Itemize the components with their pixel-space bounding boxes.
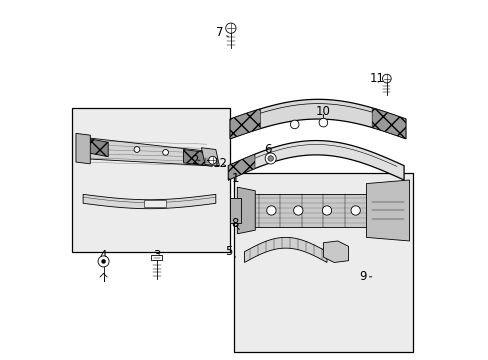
Bar xyxy=(151,255,162,260)
Polygon shape xyxy=(228,154,254,180)
Circle shape xyxy=(382,74,390,83)
Polygon shape xyxy=(80,137,208,166)
Circle shape xyxy=(350,206,360,215)
Polygon shape xyxy=(366,180,408,241)
Polygon shape xyxy=(76,134,90,164)
Circle shape xyxy=(266,206,276,215)
Text: 3: 3 xyxy=(153,249,160,262)
Polygon shape xyxy=(230,109,260,139)
Text: 2: 2 xyxy=(191,154,200,167)
Polygon shape xyxy=(230,99,405,139)
Polygon shape xyxy=(371,108,405,139)
Circle shape xyxy=(163,149,168,155)
Text: 6: 6 xyxy=(264,143,271,156)
Circle shape xyxy=(102,260,105,264)
Text: 4: 4 xyxy=(100,249,107,262)
Text: 1: 1 xyxy=(228,172,239,185)
Text: 5: 5 xyxy=(224,245,235,258)
Polygon shape xyxy=(237,187,255,234)
Bar xyxy=(72,108,230,252)
Circle shape xyxy=(322,206,331,215)
Text: 11: 11 xyxy=(369,72,384,85)
Polygon shape xyxy=(228,140,403,180)
Polygon shape xyxy=(201,148,219,166)
Circle shape xyxy=(264,153,276,164)
Circle shape xyxy=(290,120,298,129)
Circle shape xyxy=(319,118,327,127)
Bar xyxy=(233,173,412,352)
Polygon shape xyxy=(144,200,165,207)
Text: 7: 7 xyxy=(216,27,228,40)
Polygon shape xyxy=(244,237,326,262)
Circle shape xyxy=(225,23,236,33)
Text: 9: 9 xyxy=(358,270,371,283)
Circle shape xyxy=(134,147,140,152)
Circle shape xyxy=(293,206,303,215)
Polygon shape xyxy=(183,149,212,166)
Text: 8: 8 xyxy=(230,216,239,230)
Polygon shape xyxy=(80,137,108,157)
Circle shape xyxy=(98,256,109,267)
Bar xyxy=(241,194,402,226)
Text: 12: 12 xyxy=(213,157,227,170)
Polygon shape xyxy=(83,194,215,209)
Circle shape xyxy=(208,156,216,164)
Polygon shape xyxy=(230,198,241,223)
Polygon shape xyxy=(323,241,348,262)
Circle shape xyxy=(267,156,273,161)
Text: 10: 10 xyxy=(315,105,330,118)
